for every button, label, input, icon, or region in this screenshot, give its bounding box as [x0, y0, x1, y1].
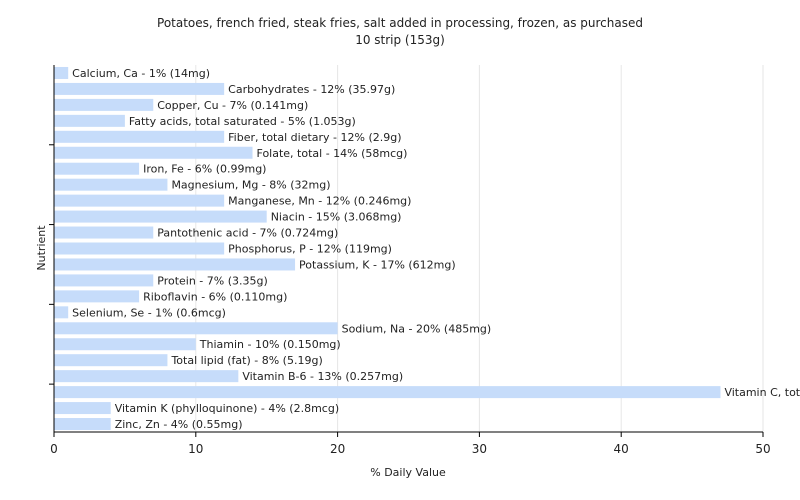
bar	[54, 354, 168, 367]
bar-label: Total lipid (fat) - 8% (5.19g)	[170, 354, 322, 367]
bar-label: Pantothenic acid - 7% (0.724mg)	[157, 227, 338, 240]
x-tick-label: 10	[188, 442, 203, 456]
bar-label: Magnesium, Mg - 8% (32mg)	[171, 179, 330, 192]
bar	[54, 210, 267, 223]
bar	[54, 338, 196, 351]
bar-label: Calcium, Ca - 1% (14mg)	[72, 67, 210, 80]
bar-label: Zinc, Zn - 4% (0.55mg)	[115, 418, 243, 431]
bar-label: Copper, Cu - 7% (0.141mg)	[157, 99, 308, 112]
bar	[54, 242, 225, 255]
chart-title: Potatoes, french fried, steak fries, sal…	[157, 16, 643, 30]
bar-label: Niacin - 15% (3.068mg)	[271, 211, 402, 224]
axes-group: 0 10 20 30 40 50	[49, 65, 771, 456]
bar-label: Vitamin B-6 - 13% (0.257mg)	[242, 370, 403, 383]
bar	[54, 418, 111, 431]
bar	[54, 114, 125, 127]
bar-label: Vitamin C, total ascorbic acid - 47% (28…	[724, 386, 800, 399]
bar-label: Fatty acids, total saturated - 5% (1.053…	[129, 115, 356, 128]
bar-label: Riboflavin - 6% (0.110mg)	[143, 290, 287, 303]
chart-subtitle: 10 strip (153g)	[355, 33, 445, 47]
bar-label: Potassium, K - 17% (612mg)	[299, 258, 456, 271]
bar-label: Carbohydrates - 12% (35.97g)	[228, 83, 395, 96]
bar-label: Fiber, total dietary - 12% (2.9g)	[228, 131, 401, 144]
bar	[54, 194, 225, 207]
bar-label: Folate, total - 14% (58mcg)	[257, 147, 408, 160]
bars-group: Calcium, Ca - 1% (14mg) Carbohydrates - 1…	[54, 66, 800, 431]
bar	[54, 386, 721, 399]
bar	[54, 146, 253, 159]
bar	[54, 258, 296, 271]
bar	[54, 274, 154, 287]
bar	[54, 178, 168, 191]
x-tick-label: 40	[614, 442, 629, 456]
bar-label: Manganese, Mn - 12% (0.246mg)	[228, 195, 411, 208]
bar-label: Phosphorus, P - 12% (119mg)	[228, 243, 392, 256]
bar-label: Iron, Fe - 6% (0.99mg)	[143, 163, 266, 176]
bar-label: Selenium, Se - 1% (0.6mcg)	[72, 306, 226, 319]
x-axis-label: % Daily Value	[370, 466, 446, 479]
bar	[54, 306, 69, 319]
bar	[54, 66, 69, 79]
bar	[54, 98, 154, 111]
bar	[54, 290, 140, 303]
bar-label: Sodium, Na - 20% (485mg)	[342, 322, 492, 335]
bar	[54, 162, 140, 175]
bar	[54, 82, 225, 95]
bar	[54, 130, 225, 143]
x-tick-label: 20	[330, 442, 345, 456]
bar	[54, 402, 111, 415]
bar-label: Vitamin K (phylloquinone) - 4% (2.8mcg)	[115, 402, 339, 415]
bar	[54, 370, 239, 383]
bar-label: Thiamin - 10% (0.150mg)	[199, 338, 341, 351]
bar	[54, 322, 338, 335]
y-axis-label: Nutrient	[35, 225, 48, 271]
x-tick-label: 30	[472, 442, 487, 456]
bar-label: Protein - 7% (3.35g)	[157, 274, 268, 287]
x-tick-label: 50	[755, 442, 770, 456]
bar	[54, 226, 154, 239]
x-tick-label: 0	[50, 442, 58, 456]
